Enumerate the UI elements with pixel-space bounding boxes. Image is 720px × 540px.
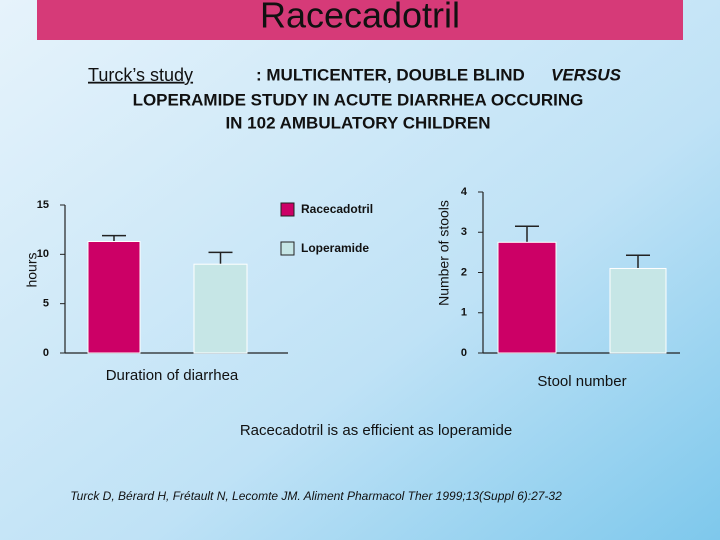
legend-swatch <box>280 202 295 217</box>
subtitle-line: IN 102 AMBULATORY CHILDREN <box>225 113 490 132</box>
conclusion: Racecadotril is as efficient as loperami… <box>240 422 512 439</box>
y-tick-label: 0 <box>43 347 49 359</box>
bar <box>609 267 667 354</box>
legend-label: Loperamide <box>301 241 369 255</box>
x-axis-label: Duration of diarrhea <box>106 367 239 384</box>
y-tick-label: 2 <box>461 266 467 278</box>
reference: Turck D, Bérard H, Frétault N, Lecomte J… <box>70 489 562 503</box>
bar <box>497 241 557 354</box>
subtitle-versus: VERSUS <box>551 65 622 84</box>
y-tick-label: 4 <box>461 186 468 198</box>
subtitle-design: : MULTICENTER, DOUBLE BLIND <box>256 65 525 84</box>
y-tick-label: 15 <box>37 199 49 211</box>
title-banner <box>37 0 683 40</box>
y-tick-label: 0 <box>461 347 467 359</box>
legend-swatch <box>280 241 295 256</box>
x-axis-label: Stool number <box>537 373 626 390</box>
y-tick-label: 5 <box>43 298 49 310</box>
bar <box>87 241 141 354</box>
y-tick-label: 3 <box>461 226 467 238</box>
y-tick-label: 10 <box>37 248 49 260</box>
subtitle-line: LOPERAMIDE STUDY IN ACUTE DIARRHEA OCCUR… <box>133 90 584 109</box>
y-axis-label: hours <box>24 252 40 287</box>
slide-title: Racecadotril <box>260 0 460 36</box>
y-axis-label: Number of stools <box>436 200 452 306</box>
legend-label: Racecadotril <box>301 202 373 216</box>
bar <box>193 263 248 354</box>
y-tick-label: 1 <box>461 307 467 319</box>
subtitle-study: Turck’s study <box>88 65 193 85</box>
